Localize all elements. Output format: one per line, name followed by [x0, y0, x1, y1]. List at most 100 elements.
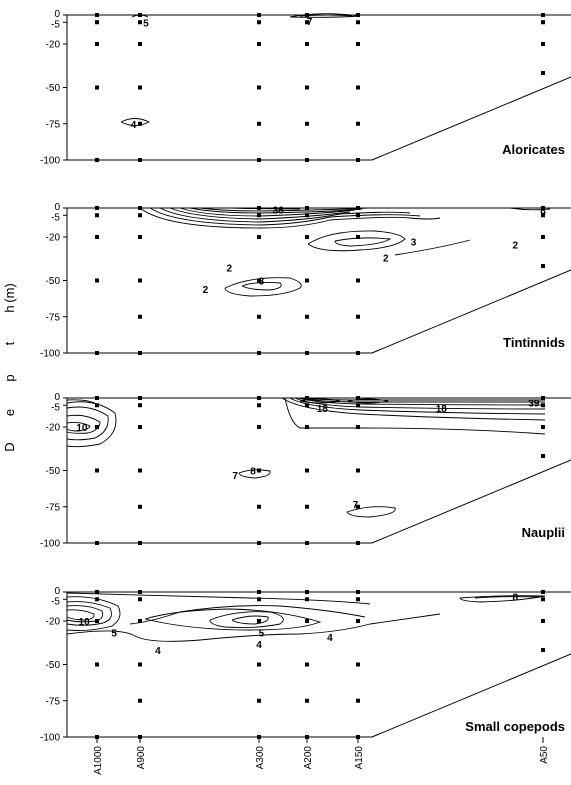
y-axis-title-char: h [2, 305, 17, 312]
sample-point [138, 662, 142, 667]
contour-label: 39 [528, 398, 540, 409]
sample-point [257, 158, 261, 162]
contour-line [66, 406, 109, 441]
sample-point [257, 235, 261, 239]
x-tick-label: A300 [255, 746, 266, 770]
sample-point [95, 13, 99, 17]
y-axis-title-char: D [2, 442, 17, 451]
contour-label: 4 [155, 646, 161, 657]
y-axis-unit: (m) [2, 283, 17, 303]
y-tick-label: -20 [46, 40, 61, 51]
panel-nauplii: 0-5 -20 -50 -75 -100 10 18 18 39 8 7 7 Nauplii [40, 392, 571, 550]
contour-line [224, 277, 302, 297]
y-tick-label: -20 [46, 423, 61, 434]
contour-line [169, 207, 351, 220]
contour-line [307, 230, 406, 252]
contour-line [394, 239, 471, 256]
sample-point [138, 13, 142, 17]
sample-point [356, 425, 360, 429]
sample-point [257, 213, 261, 218]
sample-point [541, 619, 545, 623]
y-tick-label: -75 [46, 696, 61, 707]
contour-line [159, 207, 411, 223]
y-tick-label: -75 [46, 119, 61, 130]
sample-point [257, 314, 261, 319]
sample-point [305, 698, 309, 703]
contour-line [66, 613, 441, 642]
sample-point [356, 590, 360, 594]
sample-point [257, 278, 261, 283]
sample-point [305, 541, 309, 545]
sample-point [305, 20, 309, 25]
sample-point [356, 213, 360, 218]
sample-point [257, 403, 261, 408]
sample-point [541, 454, 545, 458]
sample-point [138, 698, 142, 703]
sample-point [257, 504, 261, 509]
y-axis-title: De p t h (m) [2, 283, 17, 451]
sample-point [356, 698, 360, 703]
contour-lines [139, 207, 551, 297]
contour-line [189, 207, 363, 214]
sample-point [305, 351, 309, 355]
sample-point [305, 619, 309, 623]
sample-point [257, 42, 261, 46]
sample-point [305, 158, 309, 162]
sample-point [305, 662, 309, 667]
sample-point [305, 235, 309, 239]
sample-point [356, 13, 360, 17]
sample-point [305, 468, 309, 473]
panel-title: Tintinnids [503, 335, 565, 350]
sample-point [356, 206, 360, 210]
contour-line [459, 595, 546, 603]
sample-point [138, 468, 142, 473]
sample-point [305, 13, 309, 17]
contour-line [281, 397, 546, 421]
contour-line [299, 397, 545, 403]
x-tick-label: A900 [136, 746, 147, 770]
contour-line [231, 615, 269, 625]
contour-line [66, 399, 96, 404]
sample-point [257, 85, 261, 90]
sample-point [541, 42, 545, 46]
contour-line [149, 207, 421, 226]
sample-point [138, 20, 142, 25]
sample-point [305, 206, 309, 210]
sample-point [356, 314, 360, 319]
contour-line [199, 207, 369, 212]
contour-label: 5 [143, 18, 149, 29]
sample-point [305, 590, 309, 594]
y-tick-label: -100 [40, 539, 60, 550]
y-tick-label: -50 [46, 660, 61, 671]
sample-point [541, 590, 545, 594]
contour-line [66, 401, 117, 448]
sample-point [95, 85, 99, 90]
y-tick-label: -100 [40, 349, 60, 360]
sample-point [541, 71, 545, 75]
contour-line [66, 592, 371, 605]
sample-point [257, 13, 261, 17]
contour-line [509, 207, 551, 211]
contour-label: 3 [411, 237, 417, 248]
sample-point [95, 20, 99, 25]
contour-label: 8 [250, 467, 256, 478]
y-tick-label: -75 [46, 312, 61, 323]
y-tick-label: -50 [46, 83, 61, 94]
sample-point [356, 403, 360, 408]
contour-line [120, 118, 151, 126]
sample-point [305, 396, 309, 400]
sample-point [138, 403, 142, 408]
contour-line [129, 605, 366, 625]
sample-point [541, 597, 545, 602]
contour-line [66, 421, 91, 432]
x-axis: A1000 A900 A300 A200 A150 A50 [93, 737, 550, 775]
y-tick-label: -100 [40, 156, 60, 167]
y-tick-label: -5 [51, 596, 60, 607]
y-axis-title-char: e [2, 409, 17, 416]
sample-point [257, 206, 261, 210]
seafloor-line [371, 459, 571, 544]
sample-point [257, 590, 261, 594]
sample-point [138, 425, 142, 429]
contour-label: 3 [259, 277, 265, 288]
